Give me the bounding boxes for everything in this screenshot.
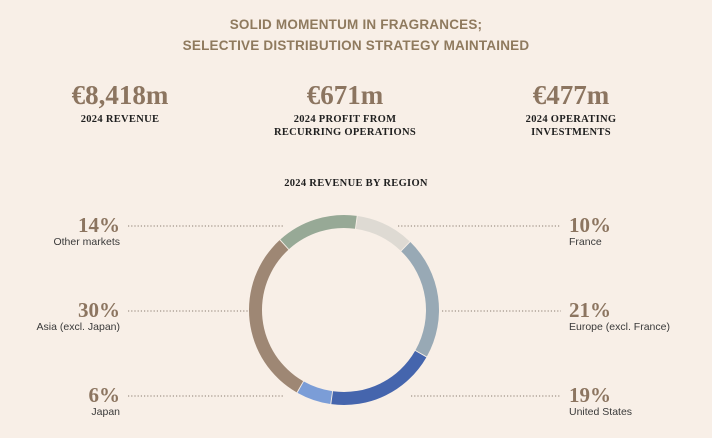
kpi-profit-value: €671m xyxy=(306,80,384,110)
title-line-2: SELECTIVE DISTRIBUTION STRATEGY MAINTAIN… xyxy=(182,38,530,53)
kpi-investments-value: €477m xyxy=(532,80,610,110)
kpi-revenue-value: €8,418m xyxy=(71,80,169,110)
percent-label-united-states: 19% xyxy=(569,383,611,407)
percent-label-france: 10% xyxy=(569,213,611,237)
percent-label-europe-excl-france: 21% xyxy=(569,298,611,322)
page-title: SOLID MOMENTUM IN FRAGRANCES; SELECTIVE … xyxy=(0,14,712,56)
region-label-france: France xyxy=(569,236,602,248)
chart-title: 2024 REVENUE BY REGION xyxy=(284,178,428,189)
kpi-profit-label: 2024 PROFIT FROM RECURRING OPERATIONS xyxy=(273,114,417,138)
region-label-united-states: United States xyxy=(569,406,632,418)
region-label-asia-excl-japan: Asia (excl. Japan) xyxy=(37,321,120,333)
donut-slice-france xyxy=(355,215,410,251)
percent-label-japan: 6% xyxy=(89,383,121,407)
donut-slice-other-markets xyxy=(280,214,357,250)
region-label-japan: Japan xyxy=(91,406,120,418)
kpi-investments: €477m 2024 OPERATING INVESTMENTS xyxy=(451,80,691,139)
kpi-revenue-label: 2024 REVENUE xyxy=(80,114,160,125)
title-line-1: SOLID MOMENTUM IN FRAGRANCES; xyxy=(229,17,483,32)
donut-slice-asia-excl-japan xyxy=(249,240,304,393)
donut-slice-japan xyxy=(297,381,333,405)
percent-label-asia-excl-japan: 30% xyxy=(78,298,120,322)
kpi-revenue: €8,418m 2024 REVENUE xyxy=(0,80,240,126)
region-label-europe-excl-france: Europe (excl. France) xyxy=(569,321,670,333)
donut-slice-europe-excl-france xyxy=(401,242,439,357)
percent-label-other-markets: 14% xyxy=(78,213,120,237)
kpi-investments-label: 2024 OPERATING INVESTMENTS xyxy=(525,114,617,138)
donut-slice-united-states xyxy=(331,350,427,405)
region-label-other-markets: Other markets xyxy=(53,236,120,248)
kpi-profit: €671m 2024 PROFIT FROM RECURRING OPERATI… xyxy=(225,80,465,139)
